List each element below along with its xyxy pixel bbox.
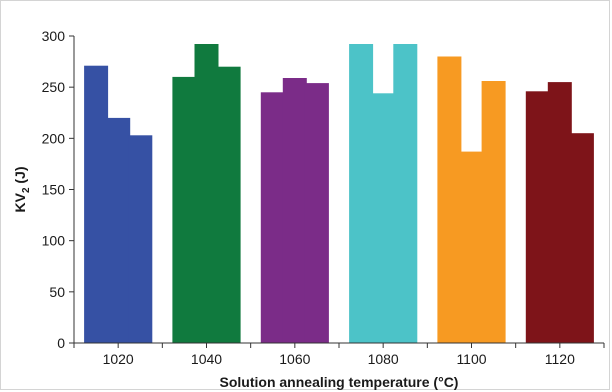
bar-1015 [84, 65, 109, 343]
x-axis-title: Solution annealing temperature (°C) [220, 374, 459, 390]
bars-layer [84, 44, 594, 344]
bar-1100 [459, 151, 484, 343]
bar-1040 [194, 44, 219, 343]
bar-1105 [481, 81, 506, 343]
y-tick-label: 150 [42, 182, 66, 198]
x-tick-label: 1080 [368, 351, 399, 367]
bar-1035 [172, 76, 197, 344]
y-tick-label: 200 [42, 130, 66, 146]
y-tick-label: 50 [49, 284, 65, 300]
bar-1055 [260, 92, 285, 343]
y-tick-label: 250 [42, 79, 66, 95]
bar-1045 [216, 66, 241, 343]
y-tick-label: 100 [42, 233, 66, 249]
bar-1065 [304, 83, 329, 343]
bar-1095 [437, 56, 462, 343]
x-tick-label: 1060 [279, 351, 310, 367]
x-axis-ticks: 1020 1040 1060 1080 1100 1120 [73, 343, 605, 367]
bar-1020 [106, 117, 131, 344]
y-axis-title: KV2 (J) [12, 166, 32, 212]
bar-1025 [128, 135, 153, 343]
bar-1125 [569, 133, 594, 343]
y-axis-ticks: 0 50 100 150 200 250 300 [42, 28, 74, 351]
y-axis-title-unit: (J) [12, 166, 28, 187]
x-tick-label: 1120 [545, 351, 575, 367]
x-tick-label: 1020 [103, 351, 134, 367]
x-tick-label: 1100 [456, 351, 486, 367]
bar-1085 [393, 44, 418, 343]
bar-1115 [525, 91, 550, 343]
y-tick-label: 0 [57, 335, 65, 351]
y-tick-label: 300 [42, 28, 66, 44]
x-tick-label: 1040 [191, 351, 222, 367]
bar-1075 [349, 44, 374, 343]
bar-1080 [371, 93, 396, 343]
y-axis-title-subscript: 2 [21, 187, 32, 193]
bar-1120 [547, 82, 572, 343]
bar-1060 [282, 78, 307, 343]
y-axis-title-main: KV [12, 192, 28, 212]
